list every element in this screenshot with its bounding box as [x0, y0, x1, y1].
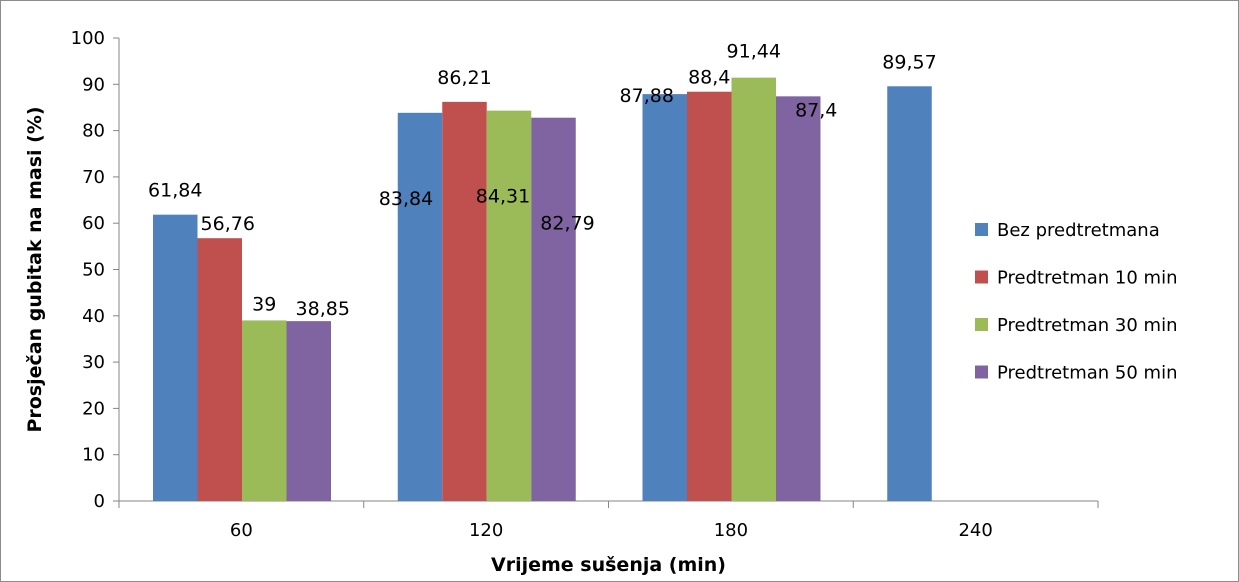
bar [731, 77, 776, 501]
legend-swatch [975, 365, 988, 379]
y-ticks: 0 10 20 30 40 50 60 70 80 90 100 [71, 28, 119, 512]
bar [642, 94, 687, 501]
legend-swatch [975, 270, 988, 284]
bar [687, 91, 732, 501]
x-ticks: 60 120 180 240 [118, 501, 1099, 541]
data-label: 38,85 [296, 298, 350, 320]
data-label: 61,84 [148, 180, 202, 202]
legend-item-label: Bez predtretmana [997, 220, 1160, 241]
bar [887, 86, 932, 502]
data-label: 87,4 [795, 99, 837, 121]
data-label: 89,57 [882, 51, 936, 73]
legend-item-label: Predtretman 30 min [997, 315, 1178, 336]
y-tick-label: 100 [71, 28, 105, 49]
data-label: 86,21 [437, 67, 491, 89]
x-tick-label: 180 [714, 520, 748, 541]
bar [397, 112, 443, 501]
data-label: 82,79 [540, 213, 594, 235]
y-tick-label: 90 [82, 74, 105, 95]
bar [242, 320, 287, 501]
bar [153, 214, 198, 502]
data-label: 87,88 [620, 85, 674, 107]
y-tick-label: 30 [82, 352, 105, 373]
bar [531, 117, 576, 501]
data-label: 56,76 [201, 213, 255, 235]
y-tick-label: 40 [82, 306, 105, 327]
data-labels: 61,84 83,84 87,88 89,57 56,76 86,21 88,4 39 84,3… [148, 41, 937, 320]
y-tick-label: 10 [82, 445, 105, 466]
legend: Bez predtretmana Predtretman 10 min Predtr… [975, 220, 1178, 384]
y-axis-title: Prosječan gubitak na masi (%) [24, 106, 46, 432]
y-tick-label: 60 [82, 213, 105, 234]
legend-swatch [975, 223, 988, 236]
bars [153, 77, 932, 502]
y-tick-label: 80 [82, 121, 105, 142]
y-tick-label: 50 [82, 260, 105, 281]
x-tick-label: 120 [469, 520, 503, 541]
bar [197, 238, 242, 501]
bar [286, 321, 331, 501]
data-label: 91,44 [727, 41, 781, 63]
y-tick-label: 20 [82, 398, 105, 419]
legend-item-label: Predtretman 10 min [997, 268, 1178, 289]
x-axis-title: Vrijeme sušenja (min) [491, 554, 726, 576]
bar [442, 101, 487, 501]
y-tick-label: 70 [82, 167, 105, 188]
y-tick-label: 0 [94, 491, 105, 512]
data-label: 88,4 [688, 67, 730, 89]
legend-swatch [975, 318, 988, 331]
data-label: 39 [252, 293, 276, 315]
data-label: 83,84 [379, 188, 433, 210]
x-tick-label: 60 [230, 520, 253, 541]
bar [776, 96, 821, 501]
legend-item-label: Predtretman 50 min [997, 363, 1178, 384]
data-label: 84,31 [476, 186, 530, 208]
x-tick-label: 240 [958, 520, 992, 541]
bar [486, 110, 532, 501]
